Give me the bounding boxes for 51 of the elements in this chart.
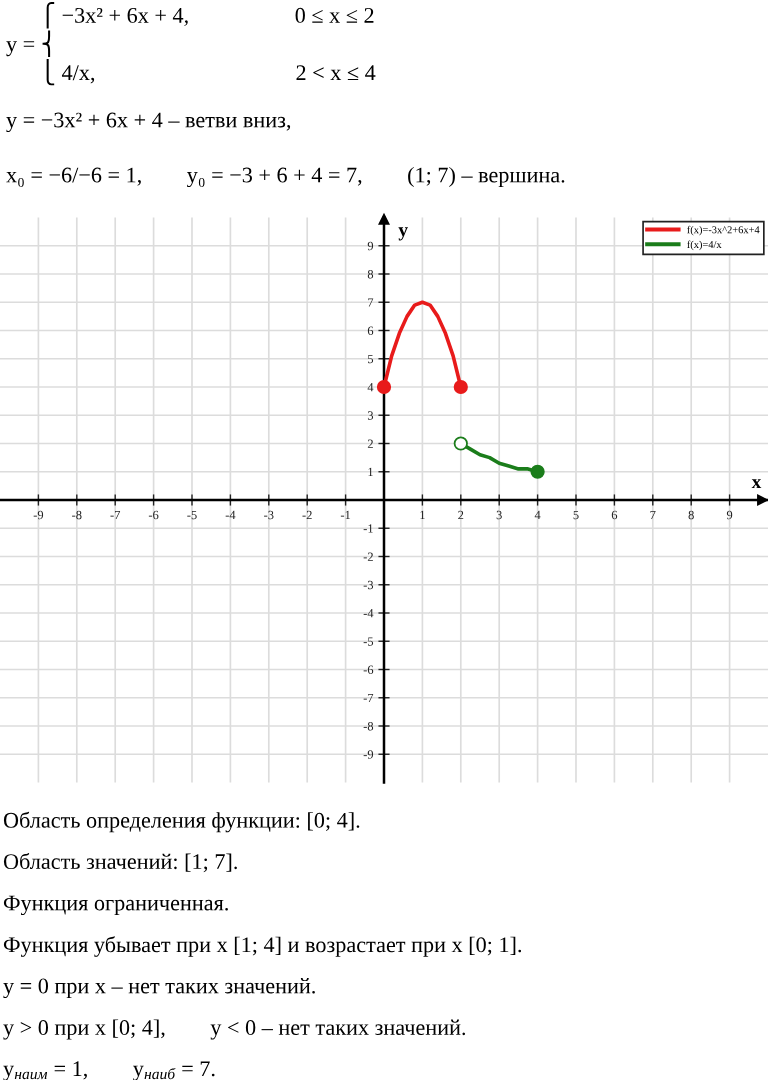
point (530, 464, 545, 479)
text: Область значений: [1; 7]. (3, 852, 237, 873)
point (453, 436, 468, 451)
x-tick-label: -6 (148, 510, 159, 520)
legend-label: f(x)=-3x^2+6x+4 (687, 225, 760, 236)
y-tick-label: 9 (367, 241, 374, 251)
y-tick-label: -8 (363, 722, 374, 731)
x-tick-label: -5 (187, 510, 197, 520)
y-tick-label: 2 (367, 439, 373, 448)
y-tick-label: -3 (363, 580, 374, 590)
x-tick-label: -1 (340, 510, 351, 520)
x-tick-label: 8 (688, 510, 694, 520)
y-axis-title: y (398, 227, 408, 241)
y-tick-label: -1 (363, 524, 373, 533)
x-tick-label: 6 (611, 510, 618, 520)
y-tick-label: -4 (363, 609, 374, 618)
y-tick-label: 7 (368, 298, 374, 307)
x-tick-label: 4 (534, 510, 541, 520)
y-tick-label: 1 (368, 467, 373, 477)
x-tick-label: -8 (72, 510, 82, 520)
x-tick-label: -7 (110, 510, 121, 520)
y-tick-label: -7 (363, 693, 374, 703)
text: y = 0 при x – нет таких значений. (3, 978, 315, 999)
text: y = −3x² + 6x + 4 – ветви вниз, x₀ = −6/−6 = 1, y₀ = −3 + 6 + 4 = 7, (1; 7) – вершина. (6, 112, 565, 188)
y-tick-label: 8 (367, 270, 374, 279)
y-tick-label: -9 (363, 750, 374, 759)
text: Функция убывает при x [1; 4] и возрастает при x [0; 1]. (3, 936, 522, 957)
x-tick-label: 7 (650, 510, 656, 520)
legend-label: f(x)=4/x (687, 240, 722, 251)
y-tick-label: 4 (367, 383, 374, 392)
y-tick-label: 3 (367, 411, 374, 420)
x-tick-label: 9 (726, 510, 733, 520)
x-tick-label: 2 (458, 510, 464, 520)
x-tick-label: 1 (420, 510, 425, 520)
x-axis-title: x (751, 479, 762, 489)
x-tick-label: -3 (264, 510, 274, 520)
x-tick-label: 5 (573, 510, 579, 520)
text: Функция ограниченная. (3, 895, 228, 916)
y-tick-label: -2 (363, 552, 373, 561)
text: y > 0 при x [0; 4], y < 0 – нет таких значений. (3, 1019, 466, 1040)
y-tick-label: -5 (363, 637, 374, 646)
y-tick-label: 6 (367, 326, 374, 335)
x-tick-label: -4 (225, 510, 236, 520)
text: Область определения функции: [0; 4]. (3, 811, 360, 833)
text: y$_{наим}$ = 1, y$_{наиб}$ = 7. (3, 1061, 215, 1080)
y-tick-label: 5 (368, 354, 374, 364)
x-tick-label: -9 (33, 510, 44, 520)
x-tick-label: 3 (496, 510, 502, 520)
chart-title: ⎧ −3x² + 6x + 4, 0 ≤ x ≤ 2 y = ⎨ ⎩ 4/x, 2 < x ≤ 4 (6, 2, 376, 86)
y-tick-label: -6 (363, 665, 374, 674)
x-tick-label: -2 (302, 510, 312, 520)
